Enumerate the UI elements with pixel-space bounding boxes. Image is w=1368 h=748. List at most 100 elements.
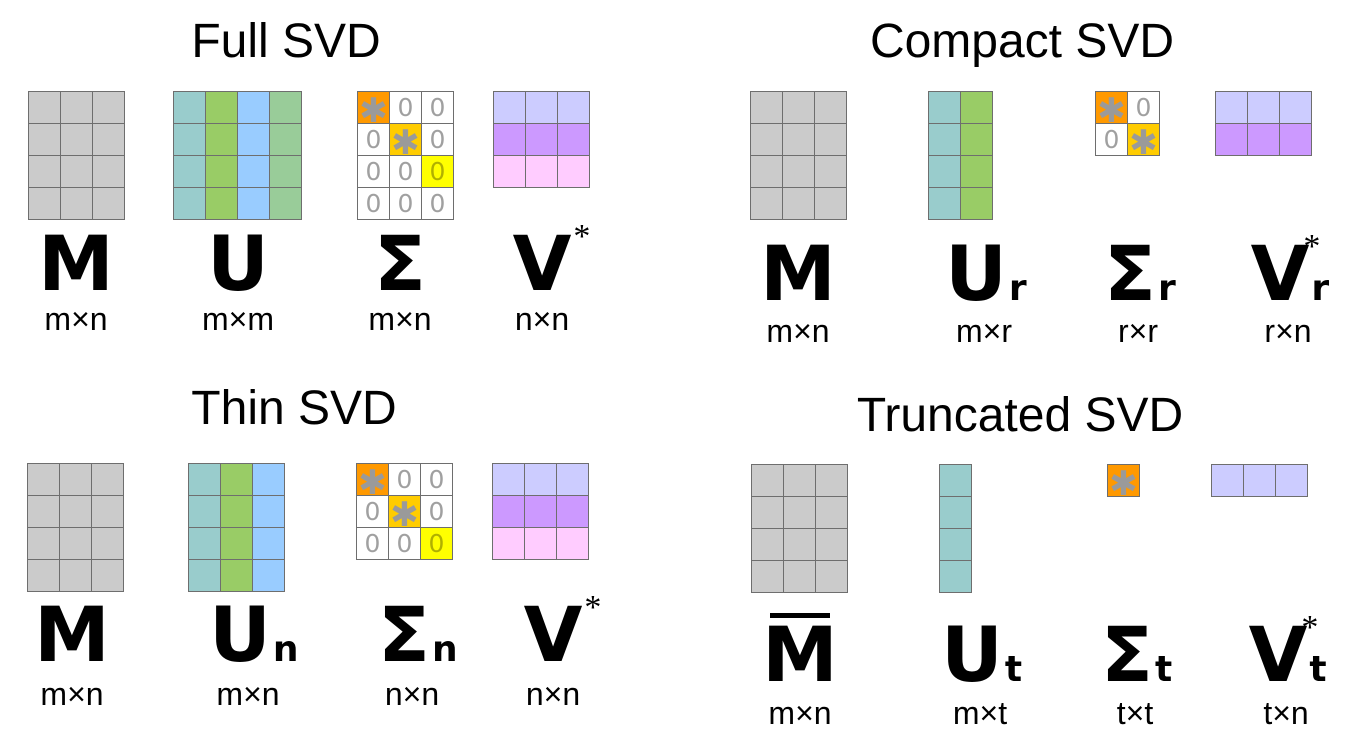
matrix-symbol: Un xyxy=(209,597,298,673)
symbol-letter: V xyxy=(512,219,572,308)
sigma-zero: 0 xyxy=(421,91,454,124)
matrix-cell xyxy=(91,463,124,496)
sigma-zero: 0 xyxy=(357,187,390,220)
panel-title: Truncated SVD xyxy=(856,389,1184,442)
matrix-cell xyxy=(92,155,125,188)
matrix-cell xyxy=(252,559,285,592)
matrix-m-grid xyxy=(751,464,848,593)
symbol-subscript: n xyxy=(431,629,458,670)
matrix-un-grid xyxy=(188,463,285,592)
symbol-subscript: r xyxy=(1008,268,1027,309)
matrix-dimensions: r×n xyxy=(1264,313,1312,349)
symbol-superscript: * xyxy=(573,218,591,255)
matrix-cell xyxy=(27,463,60,496)
matrix-cell xyxy=(782,187,815,220)
matrix-cell xyxy=(814,187,847,220)
matrix-dimensions: m×t xyxy=(952,695,1008,731)
matrix-dimensions: n×n xyxy=(514,301,570,337)
matrix-cell xyxy=(269,123,302,156)
matrix-cell xyxy=(750,123,783,156)
matrix-symbol: Σn xyxy=(378,597,458,673)
symbol-letter: M xyxy=(34,590,110,679)
matrix-cell xyxy=(939,528,972,561)
matrix-symbol: Ut xyxy=(941,617,1022,693)
matrix-ur-grid xyxy=(928,91,993,220)
matrix-dimensions: m×r xyxy=(956,313,1012,349)
matrix-cell xyxy=(205,123,238,156)
sigma-zero: 0 xyxy=(420,463,453,496)
symbol-letter: V xyxy=(1248,610,1308,699)
matrix-cell xyxy=(556,495,589,528)
matrix-sigma-r-grid: ✱ 0 0 ✱ xyxy=(1095,91,1160,160)
sigma-zero: 0 xyxy=(389,187,422,220)
matrix-cell xyxy=(815,496,848,529)
sigma-zero: 0 xyxy=(389,155,422,188)
symbol-letter: Σ xyxy=(374,219,426,308)
symbol-letter: U xyxy=(945,229,1007,318)
matrix-cell xyxy=(173,155,206,188)
matrix-cell xyxy=(237,155,270,188)
sigma-zero-diagonal: 0 xyxy=(420,527,453,560)
sigma-zero: 0 xyxy=(421,123,454,156)
sigma-zero: 0 xyxy=(388,463,421,496)
symbol-superscript: * xyxy=(584,589,602,626)
matrix-cell xyxy=(188,527,221,560)
matrix-cell xyxy=(557,91,590,124)
matrix-ut-grid xyxy=(939,464,972,593)
matrix-cell xyxy=(91,527,124,560)
matrix-sigma-t-grid: ✱ xyxy=(1107,464,1140,501)
matrix-cell xyxy=(782,155,815,188)
matrix-dimensions: n×n xyxy=(384,676,440,712)
matrix-cell xyxy=(814,123,847,156)
matrix-cell xyxy=(205,91,238,124)
matrix-cell xyxy=(928,187,961,220)
singular-value-star: ✱ xyxy=(1095,91,1128,128)
matrix-dimensions: m×m xyxy=(202,301,274,337)
symbol-letter: V xyxy=(1250,229,1310,318)
matrix-cell xyxy=(928,155,961,188)
matrix-cell xyxy=(252,495,285,528)
matrix-cell xyxy=(237,123,270,156)
sigma-zero: 0 xyxy=(356,527,389,560)
symbol-subscript: n xyxy=(272,629,299,670)
matrix-cell xyxy=(1275,464,1308,497)
symbol-letter: V xyxy=(523,590,583,679)
matrix-dimensions: m×n xyxy=(766,313,830,349)
matrix-sigma-n-grid: ✱ 0 0 0 ✱ 0 0 0 0 xyxy=(356,463,453,560)
matrix-cell xyxy=(252,527,285,560)
matrix-cell xyxy=(59,463,92,496)
matrix-cell xyxy=(188,463,221,496)
matrix-cell xyxy=(750,187,783,220)
matrix-symbol: Σ xyxy=(374,226,426,302)
symbol-letter: Σ xyxy=(378,590,430,679)
symbol-subscript: r xyxy=(1311,268,1330,309)
matrix-cell xyxy=(557,155,590,188)
matrix-cell xyxy=(220,559,253,592)
symbol-superscript: * xyxy=(1301,609,1319,646)
matrix-dimensions: t×n xyxy=(1263,695,1309,731)
matrix-cell xyxy=(492,463,525,496)
matrix-cell xyxy=(928,91,961,124)
matrix-cell xyxy=(28,187,61,220)
matrix-cell xyxy=(960,123,993,156)
matrix-cell xyxy=(28,91,61,124)
matrix-cell xyxy=(751,464,784,497)
matrix-cell xyxy=(524,463,557,496)
matrix-dimensions: r×r xyxy=(1118,313,1158,349)
matrix-vstar-r-grid xyxy=(1215,91,1312,156)
matrix-cell xyxy=(252,463,285,496)
symbol-superscript: * xyxy=(1303,228,1321,265)
matrix-dimensions: m×n xyxy=(768,695,832,731)
matrix-cell xyxy=(960,91,993,124)
sigma-zero: 0 xyxy=(1095,123,1128,156)
singular-value-star: ✱ xyxy=(388,495,421,532)
matrix-cell xyxy=(556,527,589,560)
matrix-cell xyxy=(205,155,238,188)
matrix-cell xyxy=(1279,123,1312,156)
matrix-u-grid xyxy=(173,91,302,220)
symbol-subscript: r xyxy=(1157,268,1176,309)
matrix-symbol: M xyxy=(38,226,114,302)
matrix-dimensions: t×t xyxy=(1116,695,1154,731)
matrix-cell xyxy=(220,463,253,496)
symbol-letter: Σ xyxy=(1101,610,1153,699)
